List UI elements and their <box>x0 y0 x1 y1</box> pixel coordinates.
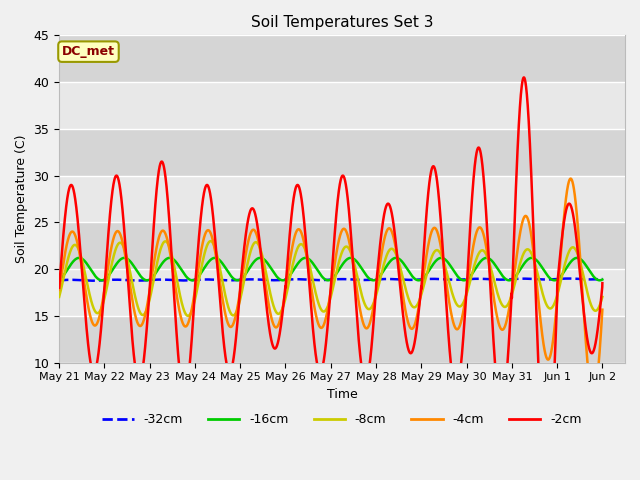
Title: Soil Temperatures Set 3: Soil Temperatures Set 3 <box>251 15 433 30</box>
X-axis label: Time: Time <box>326 388 358 401</box>
Bar <box>59 82 625 129</box>
Bar <box>59 269 625 316</box>
Bar <box>59 129 625 176</box>
Legend: -32cm, -16cm, -8cm, -4cm, -2cm: -32cm, -16cm, -8cm, -4cm, -2cm <box>97 408 587 431</box>
Text: DC_met: DC_met <box>62 45 115 58</box>
Bar <box>59 176 625 222</box>
Y-axis label: Soil Temperature (C): Soil Temperature (C) <box>15 135 28 263</box>
Bar <box>59 222 625 269</box>
Bar <box>59 316 625 362</box>
Bar <box>59 36 625 82</box>
